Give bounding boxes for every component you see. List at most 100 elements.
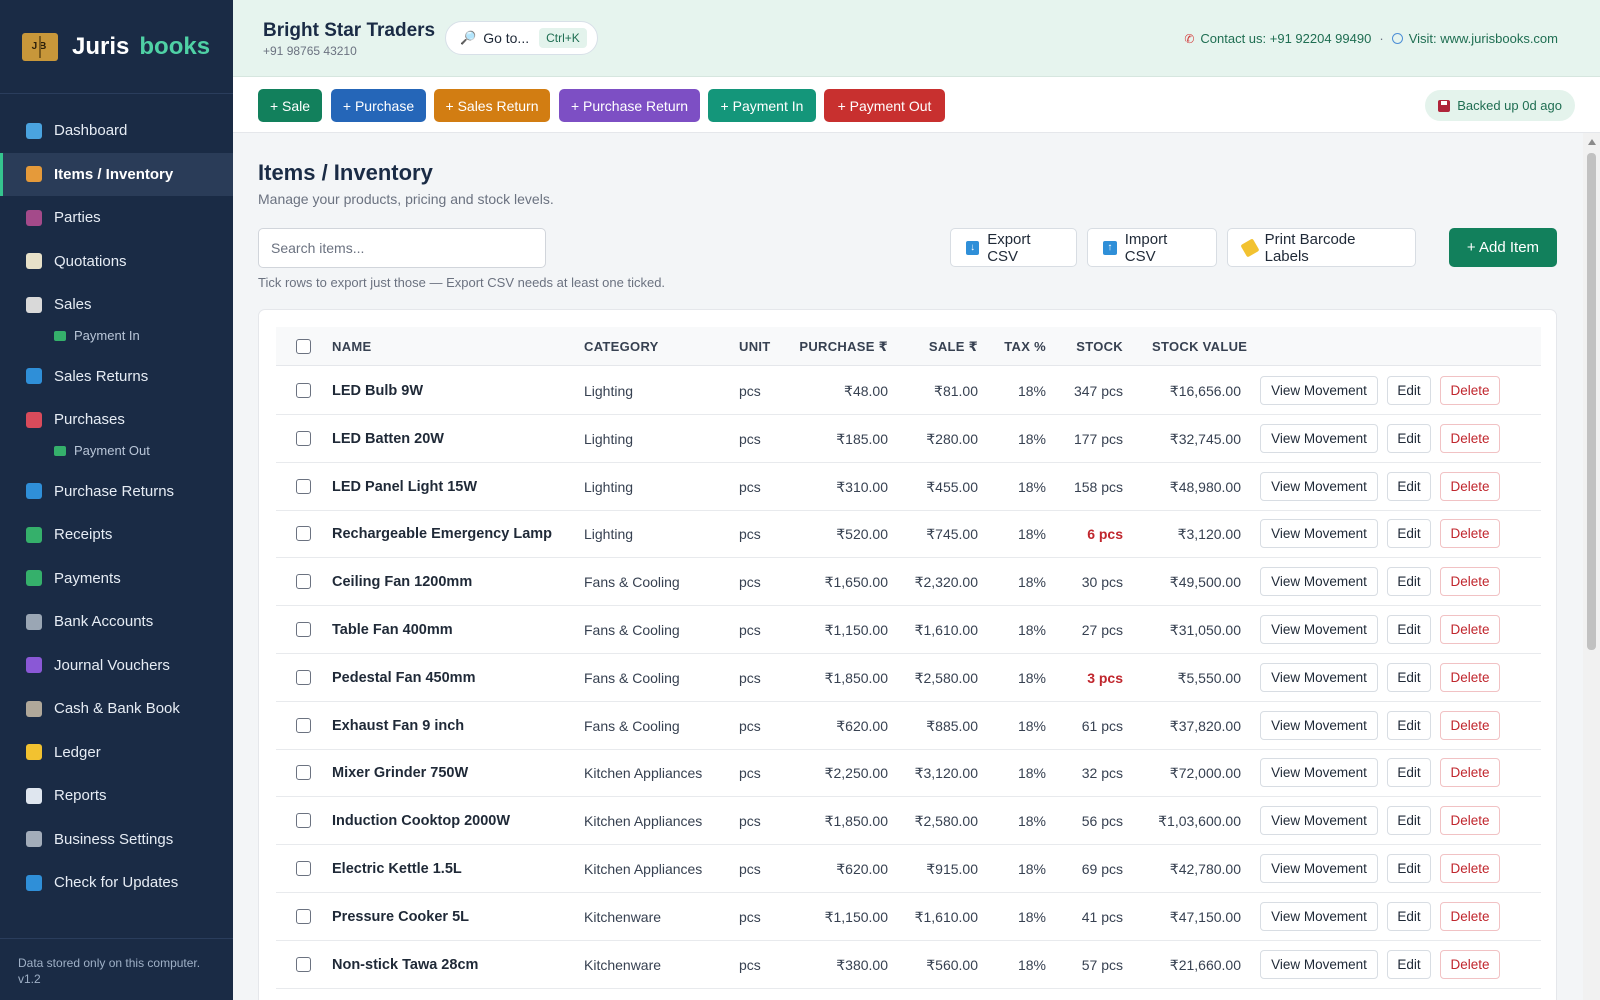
export-csv-button[interactable]: ↓ Export CSV bbox=[950, 228, 1077, 267]
quick-payment-in-button[interactable]: + Payment In bbox=[708, 89, 816, 122]
delete-button[interactable]: Delete bbox=[1440, 567, 1500, 597]
row-checkbox[interactable] bbox=[296, 813, 311, 829]
sidebar-item-quotations[interactable]: Quotations bbox=[0, 240, 233, 284]
view-movement-button[interactable]: View Movement bbox=[1260, 615, 1378, 644]
view-movement-button[interactable]: View Movement bbox=[1260, 901, 1378, 931]
delete-button[interactable]: Delete bbox=[1440, 519, 1500, 549]
view-movement-button[interactable]: View Movement bbox=[1260, 662, 1378, 692]
delete-button[interactable]: Delete bbox=[1440, 423, 1500, 453]
import-csv-button[interactable]: ↑ Import CSV bbox=[1087, 228, 1217, 267]
view-movement-button[interactable]: View Movement bbox=[1260, 376, 1378, 405]
view-movement-button[interactable]: View Movement bbox=[1260, 854, 1378, 883]
row-checkbox[interactable] bbox=[296, 956, 311, 972]
quick-purchase-return-button[interactable]: + Purchase Return bbox=[559, 89, 700, 122]
edit-button[interactable]: Edit bbox=[1387, 423, 1431, 453]
col-name[interactable]: NAME bbox=[332, 339, 372, 354]
view-movement-button[interactable]: View Movement bbox=[1260, 567, 1378, 597]
col-sale[interactable]: SALE ₹ bbox=[928, 339, 978, 354]
sidebar-item-check-for-updates[interactable]: Check for Updates bbox=[0, 861, 233, 905]
contact-text[interactable]: Contact us: +91 92204 99490 bbox=[1200, 31, 1372, 46]
sidebar-item-sales-returns[interactable]: Sales Returns bbox=[0, 355, 233, 399]
row-checkbox[interactable] bbox=[296, 430, 311, 446]
edit-button[interactable]: Edit bbox=[1387, 615, 1431, 644]
row-checkbox[interactable] bbox=[296, 669, 311, 685]
delete-button[interactable]: Delete bbox=[1440, 662, 1500, 692]
edit-button[interactable]: Edit bbox=[1387, 806, 1431, 836]
sidebar-item-label: Purchase Returns bbox=[54, 482, 175, 500]
delete-button[interactable]: Delete bbox=[1440, 758, 1500, 788]
sidebar-item-payments[interactable]: Payments bbox=[0, 557, 233, 601]
sidebar-item-payment-out[interactable]: Payment Out bbox=[0, 436, 233, 466]
view-movement-button[interactable]: View Movement bbox=[1260, 710, 1378, 740]
sidebar-item-receipts[interactable]: Receipts bbox=[0, 513, 233, 557]
row-checkbox[interactable] bbox=[296, 908, 311, 924]
sidebar-item-purchase-returns[interactable]: Purchase Returns bbox=[0, 470, 233, 514]
row-checkbox[interactable] bbox=[296, 717, 311, 733]
edit-button[interactable]: Edit bbox=[1387, 567, 1431, 597]
view-movement-button[interactable]: View Movement bbox=[1260, 758, 1378, 788]
delete-button[interactable]: Delete bbox=[1440, 806, 1500, 836]
sidebar-item-bank-accounts[interactable]: Bank Accounts bbox=[0, 600, 233, 644]
view-movement-button[interactable]: View Movement bbox=[1260, 949, 1378, 979]
col-purchase[interactable]: PURCHASE ₹ bbox=[799, 339, 888, 354]
sidebar-item-payment-in[interactable]: Payment In bbox=[0, 321, 233, 351]
quick-sale-button[interactable]: + Sale bbox=[258, 89, 322, 122]
edit-button[interactable]: Edit bbox=[1387, 710, 1431, 740]
quick-sales-return-button[interactable]: + Sales Return bbox=[434, 89, 550, 122]
goto-button[interactable]: 🔎 Go to... Ctrl+K bbox=[445, 21, 598, 55]
edit-button[interactable]: Edit bbox=[1387, 901, 1431, 931]
scroll-up-arrow-icon[interactable] bbox=[1588, 139, 1596, 145]
sidebar-item-reports[interactable]: Reports bbox=[0, 774, 233, 818]
delete-button[interactable]: Delete bbox=[1440, 471, 1500, 501]
add-item-button[interactable]: + Add Item bbox=[1449, 228, 1557, 267]
sidebar-item-dashboard[interactable]: Dashboard bbox=[0, 109, 233, 153]
delete-button[interactable]: Delete bbox=[1440, 901, 1500, 931]
sidebar-item-items-inventory[interactable]: Items / Inventory bbox=[0, 152, 233, 196]
visit-link[interactable]: Visit: www.jurisbooks.com bbox=[1408, 31, 1558, 46]
sidebar-item-purchases[interactable]: Purchases bbox=[0, 398, 233, 442]
quick-purchase-button[interactable]: + Purchase bbox=[331, 89, 426, 122]
row-checkbox[interactable] bbox=[296, 765, 311, 781]
sidebar-item-sales[interactable]: Sales bbox=[0, 283, 233, 327]
col-unit[interactable]: UNIT bbox=[739, 339, 771, 354]
edit-button[interactable]: Edit bbox=[1387, 854, 1431, 883]
edit-button[interactable]: Edit bbox=[1387, 376, 1431, 405]
edit-button[interactable]: Edit bbox=[1387, 758, 1431, 788]
row-checkbox[interactable] bbox=[296, 574, 311, 590]
edit-button[interactable]: Edit bbox=[1387, 662, 1431, 692]
view-movement-button[interactable]: View Movement bbox=[1260, 423, 1378, 453]
sidebar-item-ledger[interactable]: Ledger bbox=[0, 731, 233, 775]
col-stock[interactable]: STOCK bbox=[1076, 339, 1123, 354]
row-checkbox[interactable] bbox=[296, 861, 311, 876]
col-stock-value[interactable]: STOCK VALUE bbox=[1152, 339, 1248, 354]
scroll-thumb[interactable] bbox=[1587, 153, 1596, 650]
item-category: Kitchen Appliances bbox=[584, 813, 703, 830]
brand[interactable]: JB Juris books bbox=[0, 0, 233, 94]
edit-button[interactable]: Edit bbox=[1387, 949, 1431, 979]
sidebar-item-cash-bank-book[interactable]: Cash & Bank Book bbox=[0, 687, 233, 731]
row-checkbox[interactable] bbox=[296, 383, 311, 398]
delete-button[interactable]: Delete bbox=[1440, 710, 1500, 740]
quick-payment-out-button[interactable]: + Payment Out bbox=[824, 89, 945, 122]
print-barcode-labels-button[interactable]: Print Barcode Labels bbox=[1227, 228, 1416, 267]
delete-button[interactable]: Delete bbox=[1440, 376, 1500, 405]
page-scrollbar[interactable] bbox=[1583, 133, 1600, 1000]
view-movement-button[interactable]: View Movement bbox=[1260, 806, 1378, 836]
sidebar-item-business-settings[interactable]: Business Settings bbox=[0, 818, 233, 862]
view-movement-button[interactable]: View Movement bbox=[1260, 471, 1378, 501]
select-all-checkbox[interactable] bbox=[296, 339, 311, 354]
edit-button[interactable]: Edit bbox=[1387, 471, 1431, 501]
col-category[interactable]: CATEGORY bbox=[584, 339, 659, 354]
row-checkbox[interactable] bbox=[296, 478, 311, 494]
row-checkbox[interactable] bbox=[296, 622, 311, 637]
delete-button[interactable]: Delete bbox=[1440, 854, 1500, 883]
sidebar-item-journal-vouchers[interactable]: Journal Vouchers bbox=[0, 644, 233, 688]
view-movement-button[interactable]: View Movement bbox=[1260, 519, 1378, 549]
edit-button[interactable]: Edit bbox=[1387, 519, 1431, 549]
col-tax[interactable]: TAX % bbox=[1004, 339, 1046, 354]
delete-button[interactable]: Delete bbox=[1440, 949, 1500, 979]
delete-button[interactable]: Delete bbox=[1440, 615, 1500, 644]
sidebar-item-parties[interactable]: Parties bbox=[0, 196, 233, 240]
search-input[interactable] bbox=[258, 228, 546, 268]
row-checkbox[interactable] bbox=[296, 526, 311, 542]
